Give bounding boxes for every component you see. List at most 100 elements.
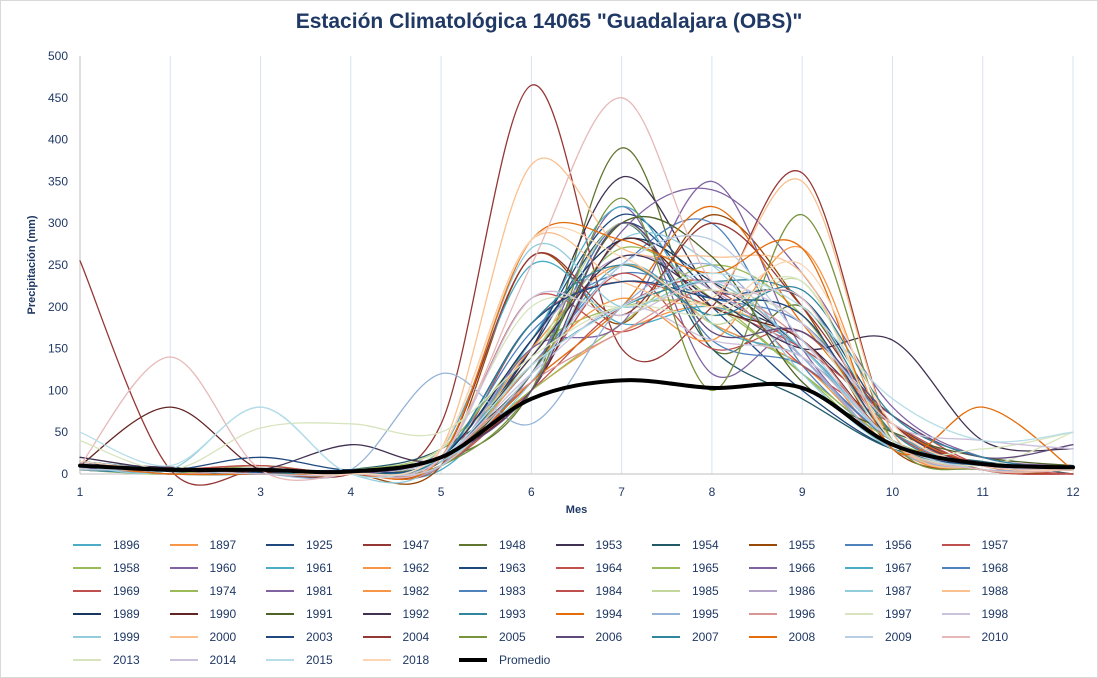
legend-item: 1991 <box>266 605 333 623</box>
legend-item: 1996 <box>748 605 816 623</box>
legend-swatch <box>652 636 680 638</box>
legend-swatch <box>941 590 970 592</box>
legend-swatch <box>845 613 873 615</box>
legend-label: 2018 <box>402 653 430 667</box>
x-tick-label: 5 <box>438 485 445 499</box>
legend-label: 2003 <box>306 630 333 644</box>
legend-swatch <box>459 613 487 615</box>
x-tick-label: 10 <box>886 485 900 499</box>
legend-label: 2015 <box>306 653 333 667</box>
series-line-2015 <box>79 272 1074 479</box>
legend-label: 1997 <box>885 607 912 621</box>
legend-swatch <box>459 590 487 592</box>
legend-swatch <box>362 659 391 661</box>
legend-swatch <box>845 544 873 546</box>
legend-item: 1983 <box>459 582 526 600</box>
legend-item: 2018 <box>362 651 430 669</box>
legend-label: 1987 <box>885 584 912 598</box>
legend-swatch <box>555 567 584 569</box>
x-tick-label: 12 <box>1066 485 1080 499</box>
legend-label: 1961 <box>306 561 333 575</box>
x-tick-label: 2 <box>167 485 174 499</box>
legend-swatch <box>555 590 584 592</box>
legend-swatch <box>555 544 584 546</box>
legend-label: 1956 <box>885 538 912 552</box>
legend-item: 1990 <box>169 605 236 623</box>
legend-swatch <box>652 590 680 592</box>
legend-label: 2008 <box>788 630 816 644</box>
legend-swatch <box>73 590 101 592</box>
legend-item: 1982 <box>362 582 430 600</box>
legend-swatch <box>555 613 584 615</box>
legend-swatch <box>459 567 487 569</box>
legend-label: 1966 <box>788 561 816 575</box>
legend-label: 1985 <box>692 584 719 598</box>
legend-item: 1981 <box>266 582 333 600</box>
legend-swatch <box>748 613 777 615</box>
legend-swatch <box>169 636 198 638</box>
legend-item: 1995 <box>652 605 719 623</box>
x-tick-label: 4 <box>347 485 354 499</box>
legend-item: 2005 <box>459 628 526 646</box>
legend-swatch <box>845 636 873 638</box>
legend-item: 1984 <box>555 582 622 600</box>
legend-item: 2003 <box>266 628 333 646</box>
y-tick-label: 400 <box>48 133 68 147</box>
legend-swatch <box>266 590 294 592</box>
legend-label: 1996 <box>788 607 816 621</box>
legend-swatch <box>555 636 584 638</box>
legend-label: 2000 <box>209 630 237 644</box>
legend-label: 1967 <box>885 561 912 575</box>
legend-label: 1960 <box>209 561 237 575</box>
legend-label: 1897 <box>209 538 237 552</box>
legend-label: 1992 <box>402 607 430 621</box>
legend-swatch <box>941 636 970 638</box>
legend-item: 2007 <box>652 628 719 646</box>
x-tick-label: 9 <box>799 485 806 499</box>
legend-label: 1963 <box>499 561 526 575</box>
y-tick-label: 150 <box>48 342 68 356</box>
legend-label: 1954 <box>692 538 719 552</box>
legend-item: 1999 <box>73 628 140 646</box>
legend-item: 2013 <box>73 651 140 669</box>
legend-item: 1896 <box>73 536 140 554</box>
legend-swatch <box>73 567 101 569</box>
legend-label: 1962 <box>402 561 430 575</box>
legend-swatch <box>73 659 101 661</box>
legend-label: 2007 <box>692 630 719 644</box>
legend-label: 1995 <box>692 607 719 621</box>
legend-label: 1958 <box>113 561 140 575</box>
legend-label: 2006 <box>595 630 623 644</box>
legend-item: 2004 <box>362 628 429 646</box>
y-tick-label: 200 <box>48 300 68 314</box>
legend-item: 1966 <box>748 559 816 577</box>
legend-item: 1987 <box>845 582 912 600</box>
legend-item: 1985 <box>652 582 719 600</box>
y-tick-label: 250 <box>48 258 68 272</box>
legend-label: 1993 <box>499 607 526 621</box>
legend-swatch <box>362 590 391 592</box>
y-tick-label: 350 <box>48 174 68 188</box>
legend-label: 1974 <box>209 584 237 598</box>
legend-label: 1947 <box>402 538 430 552</box>
legend-item: 2006 <box>555 628 623 646</box>
legend-item: 2014 <box>169 651 236 669</box>
legend-item: 1997 <box>845 605 912 623</box>
legend-swatch <box>169 544 198 546</box>
series-line-2009 <box>79 234 1074 477</box>
legend-item: 1965 <box>652 559 719 577</box>
legend-label: 1964 <box>595 561 623 575</box>
legend-label: 2005 <box>499 630 526 644</box>
legend-label: 1982 <box>402 584 430 598</box>
legend-swatch <box>266 544 294 546</box>
legend-swatch <box>459 544 487 546</box>
legend-label: 1986 <box>788 584 816 598</box>
legend-label: 1957 <box>981 538 1009 552</box>
x-tick-label: 7 <box>618 485 625 499</box>
legend-item: 1963 <box>459 559 526 577</box>
legend-item: 1958 <box>73 559 140 577</box>
legend-swatch <box>845 567 873 569</box>
legend-label: 2013 <box>113 653 140 667</box>
legend-label: 1948 <box>499 538 526 552</box>
